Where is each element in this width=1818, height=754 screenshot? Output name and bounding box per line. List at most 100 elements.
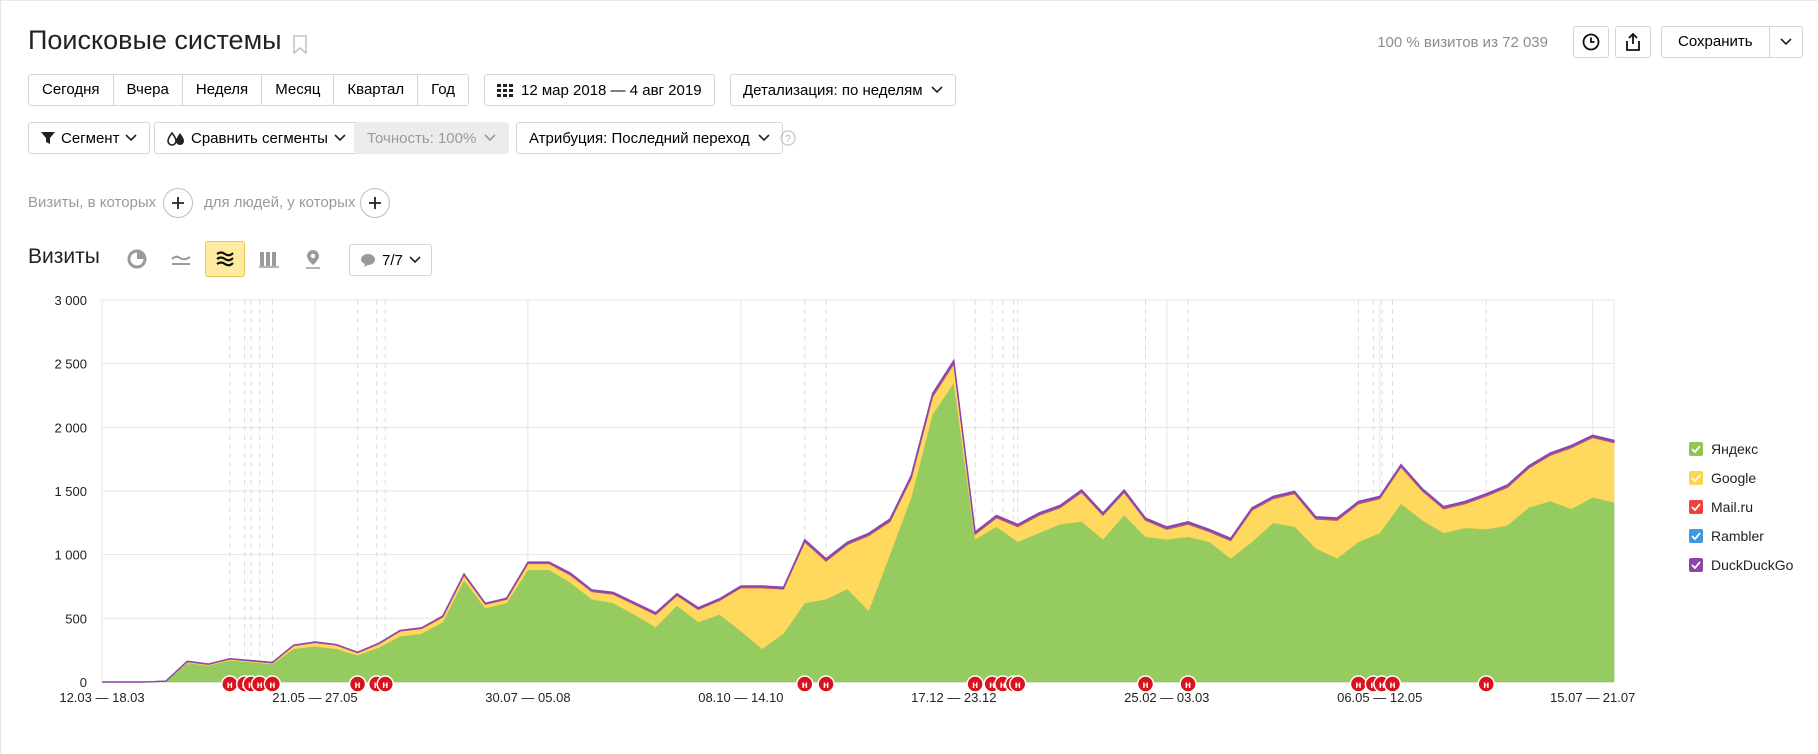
annotation-marker[interactable]: н	[1477, 675, 1495, 693]
save-button[interactable]: Сохранить	[1662, 27, 1770, 57]
y-tick-label: 3 000	[54, 293, 87, 308]
annotation-marker[interactable]: н	[1008, 675, 1027, 693]
y-tick-label: 0	[80, 675, 87, 690]
date-range-button[interactable]: 12 мар 2018 — 4 авг 2019	[484, 74, 715, 106]
visit-share-info: 100 % визитов из 72 039	[1377, 34, 1548, 51]
svg-text:н: н	[1483, 680, 1489, 691]
add-people-condition-button[interactable]	[360, 188, 390, 218]
annotation-marker[interactable]: н	[817, 675, 835, 693]
accuracy-dropdown[interactable]: Точность: 100%	[354, 122, 510, 154]
svg-text:н: н	[1185, 680, 1191, 691]
checkbox-icon[interactable]	[1689, 528, 1703, 543]
section-title: Визиты	[28, 245, 100, 268]
checkbox-icon[interactable]	[1689, 441, 1703, 456]
chart-legend: Яндекс Google Mail.ru Rambler DuckDuckGo	[1689, 434, 1793, 579]
question-icon[interactable]: ?	[780, 130, 796, 151]
checkbox-icon[interactable]	[1689, 470, 1703, 485]
share-icon	[1626, 33, 1640, 51]
segment-button[interactable]: Сегмент	[28, 122, 151, 154]
plus-icon	[369, 197, 381, 209]
x-tick-label: 25.02 — 03.03	[1124, 690, 1209, 705]
svg-text:н: н	[257, 680, 263, 691]
legend-item-rambler[interactable]: Rambler	[1689, 521, 1793, 550]
annotation-marker[interactable]: н	[1383, 675, 1402, 693]
legend-label: Mail.ru	[1711, 498, 1754, 515]
line-chart-icon	[171, 255, 191, 265]
svg-text:н: н	[972, 680, 978, 691]
chart-type-line[interactable]	[161, 241, 201, 277]
annotation-marker[interactable]: н	[796, 675, 814, 693]
chevron-down-icon	[1779, 38, 1792, 46]
save-menu-button[interactable]	[1770, 27, 1802, 57]
compare-label: Сравнить сегменты	[191, 129, 328, 147]
legend-label: Яндекс	[1711, 440, 1759, 457]
legend-item-mailru[interactable]: Mail.ru	[1689, 492, 1793, 521]
detail-dropdown[interactable]: Детализация: по неделям	[730, 74, 956, 106]
chevron-down-icon	[930, 86, 943, 94]
chevron-down-icon	[334, 134, 346, 142]
annotation-marker[interactable]: н	[1349, 675, 1368, 693]
save-button-group[interactable]: Сохранить	[1661, 26, 1803, 58]
y-tick-label: 1 500	[54, 484, 87, 499]
svg-text:н: н	[989, 680, 995, 691]
period-today[interactable]: Сегодня	[29, 75, 114, 105]
chart-type-pie[interactable]	[117, 241, 157, 277]
chart-type-area[interactable]	[205, 241, 245, 277]
period-month[interactable]: Месяц	[262, 75, 335, 105]
export-button[interactable]	[1615, 26, 1651, 58]
period-week[interactable]: Неделя	[183, 75, 263, 105]
x-tick-label: 15.07 — 21.07	[1550, 690, 1635, 705]
people-condition-label: для людей, у которых	[204, 194, 356, 211]
segment-label: Сегмент	[61, 129, 120, 147]
annotation-marker[interactable]: н	[348, 675, 367, 693]
svg-text:н: н	[1355, 680, 1361, 691]
svg-text:н: н	[823, 680, 829, 691]
detail-label: Детализация: по неделям	[743, 81, 923, 99]
annotation-marker[interactable]: н	[221, 675, 239, 693]
annotation-marker[interactable]: н	[1179, 675, 1197, 693]
annotation-marker[interactable]: н	[1136, 675, 1155, 693]
history-button[interactable]	[1573, 26, 1609, 58]
chart-type-map[interactable]	[293, 241, 333, 277]
add-visit-condition-button[interactable]	[163, 188, 193, 218]
svg-text:н: н	[1000, 680, 1006, 691]
svg-text:н: н	[1015, 680, 1021, 691]
period-selector[interactable]: Сегодня Вчера Неделя Месяц Квартал Год	[28, 74, 470, 106]
bar-chart-icon	[259, 252, 279, 268]
legend-item-google[interactable]: Google	[1689, 463, 1793, 492]
filter-icon	[41, 132, 55, 144]
pie-chart-icon	[127, 249, 147, 269]
svg-text:н: н	[802, 680, 808, 691]
attribution-dropdown[interactable]: Атрибуция: Последний переход	[516, 122, 783, 154]
date-range-label: 12 мар 2018 — 4 авг 2019	[521, 81, 702, 99]
checkbox-icon[interactable]	[1689, 557, 1703, 572]
plus-icon	[172, 197, 184, 209]
bookmark-icon[interactable]	[293, 35, 309, 57]
x-tick-label: 21.05 — 27.05	[272, 690, 357, 705]
legend-label: DuckDuckGo	[1711, 556, 1794, 573]
checkbox-icon[interactable]	[1689, 499, 1703, 514]
annotation-marker[interactable]: н	[263, 675, 282, 693]
x-tick-label: 12.03 — 18.03	[59, 690, 144, 705]
x-tick-label: 30.07 — 05.08	[485, 690, 570, 705]
legend-item-duckduckgo[interactable]: DuckDuckGo	[1689, 550, 1793, 579]
x-tick-label: 08.10 — 14.10	[698, 690, 783, 705]
period-yesterday[interactable]: Вчера	[114, 75, 183, 105]
svg-text:?: ?	[785, 134, 791, 145]
calendar-icon	[497, 83, 513, 97]
legend-item-yandex[interactable]: Яндекс	[1689, 434, 1793, 463]
compare-segments-button[interactable]: Сравнить сегменты	[154, 122, 359, 154]
svg-text:н: н	[355, 680, 361, 691]
svg-text:н: н	[382, 680, 388, 691]
chevron-down-icon	[125, 134, 138, 142]
chart-type-bar[interactable]	[249, 241, 289, 277]
y-tick-label: 1 000	[54, 548, 87, 563]
period-quarter[interactable]: Квартал	[334, 75, 419, 105]
x-tick-label: 06.05 — 12.05	[1337, 690, 1422, 705]
svg-text:н: н	[269, 680, 275, 691]
annotation-marker[interactable]: н	[376, 675, 394, 693]
annotations-dropdown[interactable]: 7/7	[349, 244, 432, 276]
annotation-marker[interactable]: н	[966, 675, 984, 693]
period-year[interactable]: Год	[431, 81, 456, 98]
series-area-duckduckgo	[102, 358, 1615, 683]
